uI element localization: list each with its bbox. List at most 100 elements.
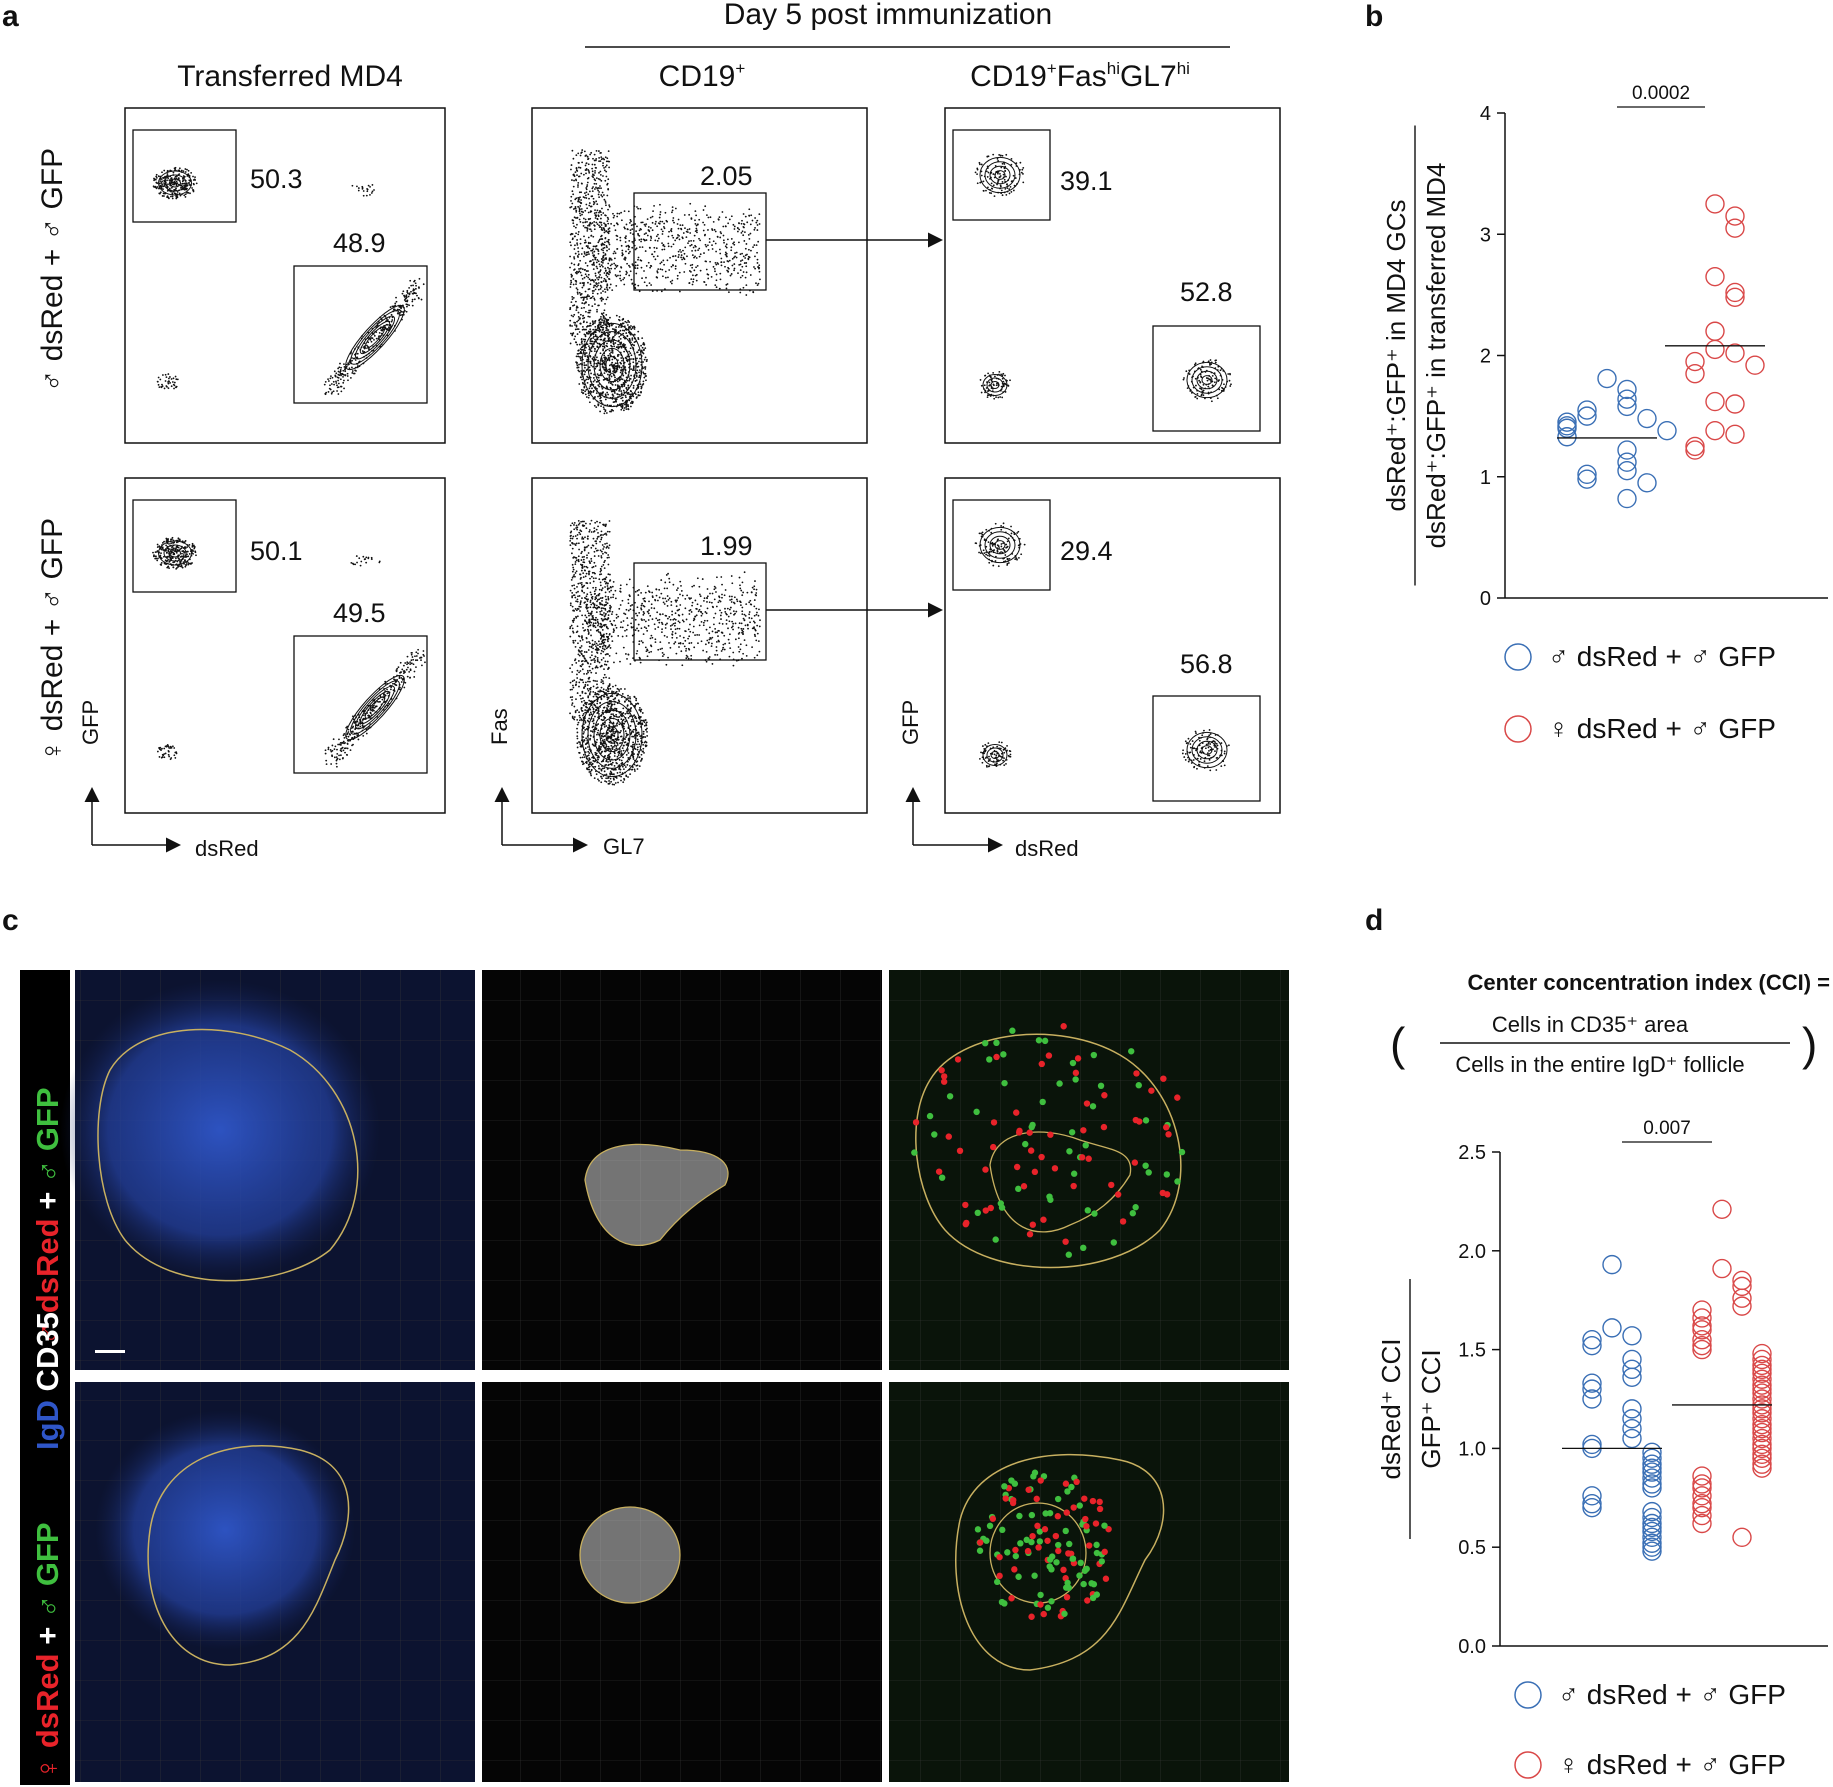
data-point-female	[1752, 1399, 1772, 1419]
population-neg-r1	[156, 373, 179, 390]
data-point-male	[1582, 1379, 1602, 1399]
y-label-numerator: dsRed⁺ CCI	[1376, 1339, 1406, 1480]
cd35-outline-r2	[579, 1506, 681, 1604]
gate-value-r2-c1-bot: 49.5	[333, 598, 386, 628]
gate-r1-c1-top	[132, 129, 237, 223]
data-point-female	[1725, 394, 1745, 414]
cell-r1	[1013, 1163, 1021, 1171]
data-point-male	[1577, 400, 1597, 420]
cci-formula-denominator: Cells in the entire IgD⁺ follicle	[1455, 1052, 1744, 1077]
population-dp-r1	[351, 184, 375, 197]
cell-r2	[1036, 1528, 1044, 1535]
data-point-female	[1752, 1343, 1772, 1364]
cell-r1	[1038, 1153, 1045, 1161]
cell-r1	[931, 1131, 938, 1138]
legend-label: ♂ dsRed + ♂ GFP	[1548, 641, 1776, 672]
col-title-gc: CD19+FashiGL7hi	[970, 59, 1190, 93]
cell-r1	[940, 1078, 948, 1085]
cell-r1	[1070, 1182, 1077, 1190]
cell-r1	[1160, 1075, 1167, 1082]
cell-r1	[1091, 1210, 1098, 1217]
gate-value-r1-c3-top: 39.1	[1060, 166, 1113, 196]
data-point-female	[1725, 282, 1745, 303]
micrograph-grid	[60, 970, 1289, 1782]
data-point-female	[1732, 1296, 1752, 1316]
cell-r2	[1012, 1552, 1020, 1560]
data-point-female	[1692, 1339, 1712, 1360]
data-point-male	[1642, 1521, 1662, 1542]
data-point-male	[1582, 1389, 1602, 1409]
cell-r2	[1096, 1505, 1104, 1513]
data-point-male	[1622, 1367, 1642, 1387]
axis-arrows	[84, 787, 1003, 853]
data-point-female	[1752, 1428, 1772, 1449]
cell-r2	[1052, 1532, 1060, 1540]
cell-r2	[1090, 1581, 1098, 1588]
axis-label-gl7: GL7	[603, 834, 645, 859]
data-point-female	[1705, 391, 1725, 412]
cell-r1	[962, 1220, 969, 1228]
population-gc-gfp-r1	[974, 153, 1025, 198]
cell-r2	[1061, 1610, 1068, 1617]
data-point-female	[1705, 339, 1725, 360]
data-point-female	[1692, 1486, 1712, 1506]
y-label-numerator: dsRed⁺:GFP⁺ in MD4 GCs	[1381, 199, 1411, 511]
cci-formula-title: Center concentration index (CCI) =	[1468, 970, 1830, 995]
cell-r1	[1178, 1148, 1186, 1156]
cell-r1	[990, 1119, 998, 1126]
data-point-male	[1622, 1418, 1642, 1439]
cell-r1	[992, 1236, 999, 1243]
cell-r1	[1108, 1181, 1115, 1189]
data-point-female	[1752, 1369, 1772, 1389]
cell-r2	[1037, 1601, 1044, 1608]
cell-r1	[1114, 1191, 1122, 1198]
data-point-female	[1752, 1375, 1772, 1395]
cell-r2	[1028, 1538, 1035, 1546]
cell-r2	[1069, 1555, 1077, 1562]
panel-letter-d: d	[1365, 904, 1383, 937]
cell-r2	[1037, 1591, 1044, 1599]
cell-r1	[1016, 1127, 1023, 1135]
cell-r2	[1055, 1541, 1062, 1549]
data-point-male	[1622, 1409, 1642, 1429]
data-point-female	[1692, 1320, 1712, 1340]
cell-r2	[1073, 1478, 1080, 1486]
cell-r2	[1044, 1537, 1051, 1544]
data-point-male	[1582, 1494, 1602, 1514]
population-gc-neg-r2	[979, 741, 1012, 768]
cell-r1	[962, 1201, 969, 1209]
cell-r1	[1070, 1170, 1078, 1177]
cell-r1	[1129, 1210, 1137, 1217]
cell-r2	[1048, 1598, 1055, 1605]
y-tick-label: 2	[1480, 346, 1491, 368]
cell-r2	[1060, 1566, 1067, 1574]
cell-r2	[1028, 1613, 1035, 1620]
cell-r1	[1163, 1191, 1171, 1198]
y-tick-label: 3	[1480, 224, 1491, 246]
cell-r2	[1008, 1477, 1015, 1484]
data-point-female	[1752, 1448, 1772, 1468]
cell-r1	[1031, 1168, 1039, 1176]
cell-r1	[940, 1073, 948, 1080]
population-dsred-r1	[323, 277, 425, 396]
cell-r1	[1060, 1023, 1067, 1030]
cell-r2	[1024, 1547, 1032, 1555]
data-point-female	[1752, 1434, 1772, 1455]
cell-r2	[1068, 1483, 1075, 1491]
flow-plot-r1-c3	[944, 107, 1281, 444]
cell-r2	[1004, 1549, 1011, 1556]
legend-marker	[1514, 1751, 1542, 1779]
cell-r1	[1090, 1051, 1098, 1059]
col-title-transferred: Transferred MD4	[177, 60, 403, 93]
cell-r1	[982, 1207, 989, 1214]
cell-r2	[1102, 1575, 1110, 1582]
cell-r2	[1025, 1486, 1032, 1493]
population-dp-r2	[350, 555, 381, 567]
cell-r2	[1093, 1541, 1100, 1549]
flow-populations	[152, 149, 1232, 786]
data-point-male	[1642, 1537, 1662, 1557]
data-point-female	[1692, 1513, 1712, 1534]
cell-r1	[1142, 1162, 1149, 1169]
cell-r1	[982, 1166, 989, 1173]
cell-r2	[1086, 1542, 1093, 1549]
